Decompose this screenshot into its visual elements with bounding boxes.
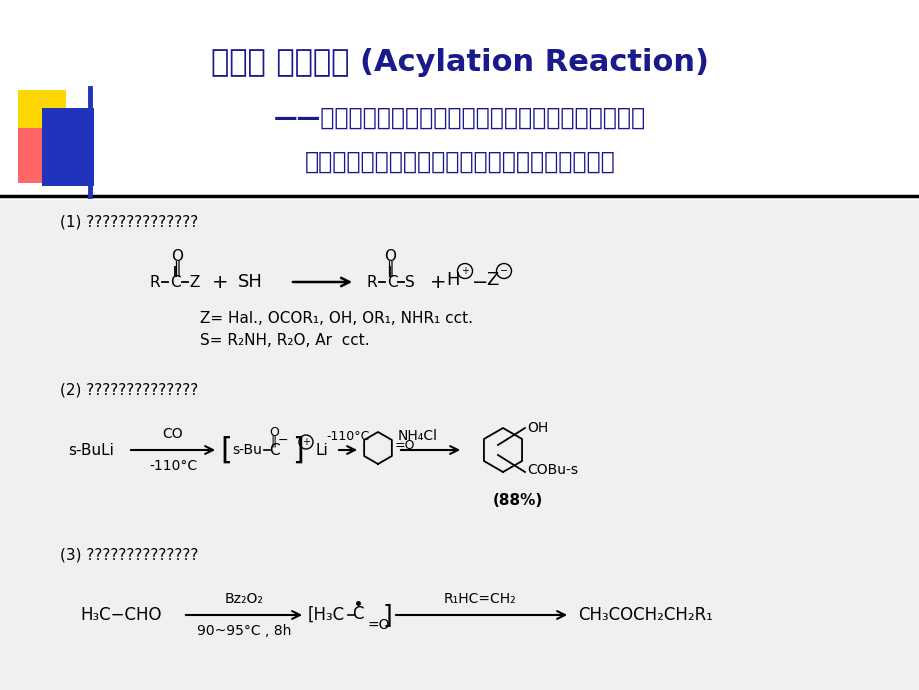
Text: +: + <box>211 273 228 291</box>
Text: −: − <box>499 266 507 276</box>
Text: ‖: ‖ <box>386 261 393 277</box>
Text: H₃C−CHO: H₃C−CHO <box>80 606 162 624</box>
Text: CO: CO <box>163 427 183 441</box>
Text: −: − <box>471 273 488 291</box>
Text: Z: Z <box>485 271 497 289</box>
Text: (2) ??????????????: (2) ?????????????? <box>60 382 198 397</box>
Text: Bz₂O₂: Bz₂O₂ <box>224 592 263 606</box>
Text: COBu-s: COBu-s <box>527 463 577 477</box>
Text: Z: Z <box>189 275 200 290</box>
Text: O: O <box>171 248 183 264</box>
Text: OH: OH <box>527 421 548 435</box>
Text: C: C <box>352 605 363 623</box>
Text: CH₃COCH₂CH₂R₁: CH₃COCH₂CH₂R₁ <box>577 606 712 624</box>
Text: H: H <box>446 271 460 289</box>
Text: =O: =O <box>368 618 390 632</box>
Bar <box>18 90 66 138</box>
Text: +: + <box>429 273 446 291</box>
Text: C: C <box>268 442 279 457</box>
Text: O: O <box>383 248 395 264</box>
Text: (1) ??????????????: (1) ?????????????? <box>60 215 198 230</box>
Text: -110°C: -110°C <box>326 429 369 442</box>
Text: ——在有机化合物分子中的碳、氧、硫等原子上引入酰基: ——在有机化合物分子中的碳、氧、硫等原子上引入酰基 <box>274 106 645 130</box>
Bar <box>42 108 94 186</box>
Text: +: + <box>301 437 310 447</box>
Text: (88%): (88%) <box>493 493 542 508</box>
Text: NH₄Cl: NH₄Cl <box>398 429 437 443</box>
Text: R: R <box>150 275 160 290</box>
Text: -110°C: -110°C <box>149 459 197 473</box>
Text: ‖: ‖ <box>173 261 181 277</box>
Text: −: − <box>278 433 288 446</box>
Bar <box>18 128 66 183</box>
Text: S= R₂NH, R₂O, Ar  cct.: S= R₂NH, R₂O, Ar cct. <box>199 333 369 348</box>
Text: R: R <box>367 275 377 290</box>
Bar <box>0 0 919 200</box>
Text: Li: Li <box>315 442 328 457</box>
Text: +: + <box>460 266 469 276</box>
Text: 90~95°C , 8h: 90~95°C , 8h <box>197 624 291 638</box>
Text: [: [ <box>220 435 232 464</box>
Text: ‖: ‖ <box>270 435 277 448</box>
Text: 第三章 酰化反应 (Acylation Reaction): 第三章 酰化反应 (Acylation Reaction) <box>210 48 709 77</box>
Text: C: C <box>169 275 180 290</box>
Text: ]: ] <box>291 435 303 464</box>
Text: S: S <box>404 275 414 290</box>
Text: R₁HC=CH₂: R₁HC=CH₂ <box>443 592 516 606</box>
Text: C: C <box>386 275 397 290</box>
Text: =O: =O <box>394 439 415 451</box>
Text: 的反应。酰基的引入可分为直接酰化和间接酰化。: 的反应。酰基的引入可分为直接酰化和间接酰化。 <box>304 150 615 174</box>
Text: s-BuLi: s-BuLi <box>68 442 114 457</box>
Text: O: O <box>268 426 278 439</box>
Text: SH: SH <box>237 273 262 291</box>
Text: (3) ??????????????: (3) ?????????????? <box>60 547 199 562</box>
Text: Z= Hal., OCOR₁, OH, OR₁, NHR₁ cct.: Z= Hal., OCOR₁, OH, OR₁, NHR₁ cct. <box>199 310 472 326</box>
Text: ]: ] <box>382 603 392 627</box>
Text: s-Bu: s-Bu <box>232 443 262 457</box>
Text: [H₃C: [H₃C <box>308 606 345 624</box>
